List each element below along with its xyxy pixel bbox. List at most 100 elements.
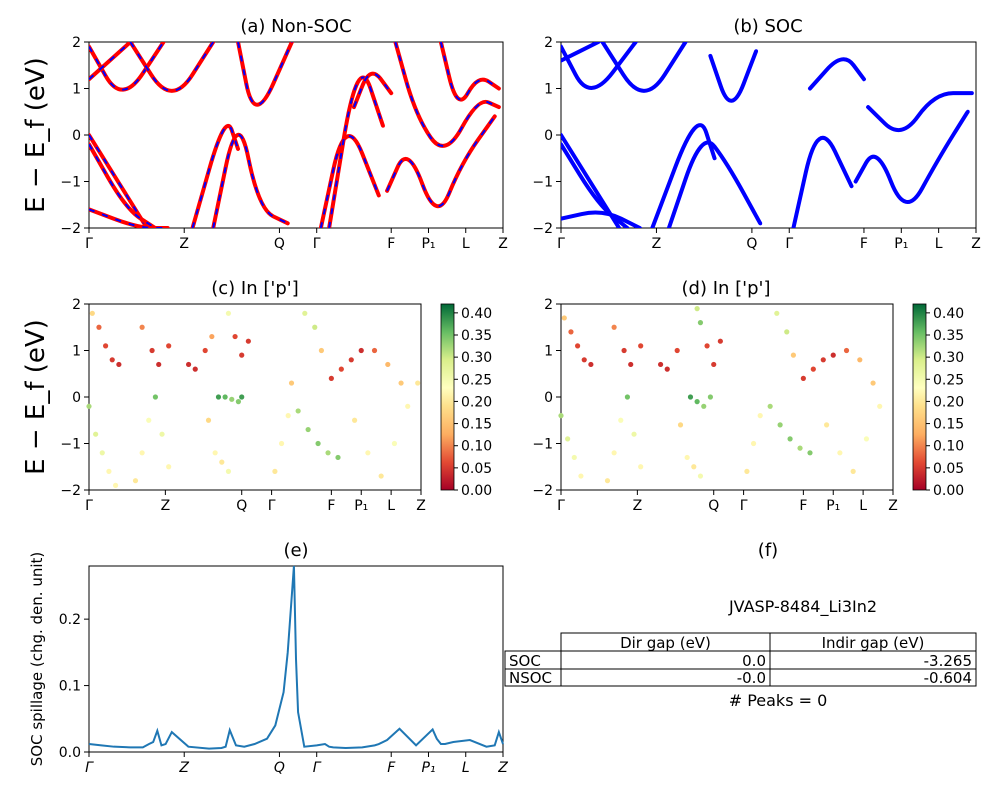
- band-line: [791, 136, 854, 228]
- scatter-point: [774, 310, 780, 316]
- colorbar-tick-label: 0.20: [933, 394, 964, 410]
- scatter-point: [235, 399, 241, 405]
- scatter-point: [800, 375, 806, 381]
- panel-e-spillage-plot: Γ Z Q Γ F P₁ L Z 0.0 0.1 0.2 SOC spillage (chg. den…: [28, 552, 508, 776]
- x-tick-label: F: [860, 236, 868, 252]
- x-tick-label: Γ: [85, 236, 93, 252]
- material-id-label: JVASP-8484_Li3In2: [728, 597, 877, 617]
- x-tick-label: Z: [179, 236, 189, 252]
- band-line: [650, 123, 717, 228]
- scatter-point: [152, 394, 158, 400]
- scatter-point: [711, 361, 717, 368]
- x-tick-label: P₁: [826, 498, 840, 514]
- table-cell: SOC: [509, 652, 541, 670]
- scatter-point: [691, 464, 697, 470]
- scatter-point: [192, 366, 198, 372]
- scatter-point: [658, 361, 664, 368]
- plot-frame: [88, 41, 504, 229]
- scatter-point: [820, 357, 826, 363]
- band-line-overlay: [89, 134, 148, 228]
- scatter-point: [132, 478, 139, 484]
- x-tick-label: Γ: [740, 498, 748, 514]
- scatter-point: [568, 329, 574, 335]
- y-tick-label: −1: [60, 175, 81, 191]
- x-tick-label: Q: [746, 236, 757, 252]
- colorbar-tick-label: 0.30: [461, 350, 492, 366]
- peaks-count: # Peaks = 0: [729, 691, 828, 710]
- scatter-point: [767, 403, 773, 409]
- scatter-point: [687, 394, 694, 400]
- scatter-point: [571, 454, 577, 461]
- scatter-point: [225, 310, 232, 316]
- scatter-point: [784, 329, 790, 335]
- band-line: [666, 140, 763, 228]
- scatter-point: [378, 473, 384, 479]
- scatter-point: [239, 394, 245, 400]
- colorbar-tick-label: 0.40: [933, 306, 964, 322]
- scatter-point: [790, 352, 797, 358]
- table-cell: -0.0: [737, 669, 766, 687]
- x-tick-label: P₁: [894, 236, 908, 252]
- scatter-point: [166, 464, 172, 470]
- scatter-point: [611, 450, 617, 456]
- panel-f-title: (f): [758, 540, 778, 561]
- x-tick-label: Q: [236, 498, 247, 514]
- y-tick-label: 0: [544, 128, 553, 144]
- scatter-point: [315, 440, 321, 447]
- panel-a-title: (a) Non-SOC: [240, 16, 351, 37]
- scatter-point: [358, 347, 364, 354]
- scatter-point: [205, 417, 212, 423]
- band-line: [561, 42, 601, 63]
- colorbar-tick-label: 0.25: [933, 372, 964, 388]
- scatter-point: [624, 394, 631, 400]
- scatter-point: [166, 343, 172, 349]
- y-tick-label: −1: [532, 437, 553, 453]
- table-header-cell: Indir gap (eV): [822, 634, 925, 652]
- scatter-point: [285, 413, 291, 419]
- scatter-point: [405, 403, 411, 409]
- scatter-point: [209, 333, 215, 340]
- colorbar-tick-label: 0.15: [461, 417, 492, 433]
- x-tick-label: Z: [971, 236, 981, 252]
- colorbar-tick-label: 0.30: [933, 350, 964, 366]
- band-line: [89, 42, 166, 92]
- scatter-point: [89, 310, 95, 316]
- x-tick-label: Z: [161, 498, 171, 514]
- scatter-point: [239, 352, 245, 358]
- y-tick-label: −2: [60, 483, 81, 499]
- scatter-point: [631, 431, 637, 437]
- scatter-point: [697, 473, 704, 479]
- band-line-overlay: [191, 124, 239, 228]
- scatter-point: [561, 315, 567, 321]
- x-tick-label: F: [387, 236, 395, 252]
- panel-a-band-plot: Γ Z Q Γ F P₁ L Z −2 −1 0 1 2: [60, 35, 507, 252]
- scatter-point: [694, 399, 700, 405]
- scatter-point: [106, 468, 112, 474]
- scatter-point: [146, 417, 152, 423]
- scatter-point: [674, 347, 680, 354]
- scatter-point: [325, 450, 331, 456]
- x-tick-label: Z: [888, 498, 898, 514]
- scatter-point: [628, 361, 634, 368]
- colorbar-tick-label: 0.35: [933, 328, 964, 344]
- scatter-point: [245, 338, 251, 344]
- x-tick-label: L: [462, 760, 470, 776]
- table-cell-border: [769, 668, 977, 687]
- scatter-point: [857, 357, 863, 363]
- scatter-point: [621, 347, 627, 354]
- y-tick-label: 2: [72, 35, 81, 51]
- y-tick-label: 1: [544, 344, 553, 360]
- spillage-line: [88, 565, 504, 750]
- table-cell: -3.265: [924, 652, 972, 670]
- scatter-point: [750, 440, 757, 447]
- scatter-point: [338, 366, 344, 372]
- scatter-point: [365, 450, 371, 456]
- table-cell: 0.0: [742, 652, 766, 670]
- scatter-point: [697, 320, 704, 326]
- scatter-point: [93, 431, 99, 437]
- y-axis-label-top: E − E_f (eV): [21, 57, 51, 213]
- scatter-point: [744, 468, 750, 474]
- x-tick-label: L: [387, 498, 395, 514]
- y-tick-label: 0: [544, 390, 553, 406]
- x-tick-label: Γ: [313, 760, 322, 776]
